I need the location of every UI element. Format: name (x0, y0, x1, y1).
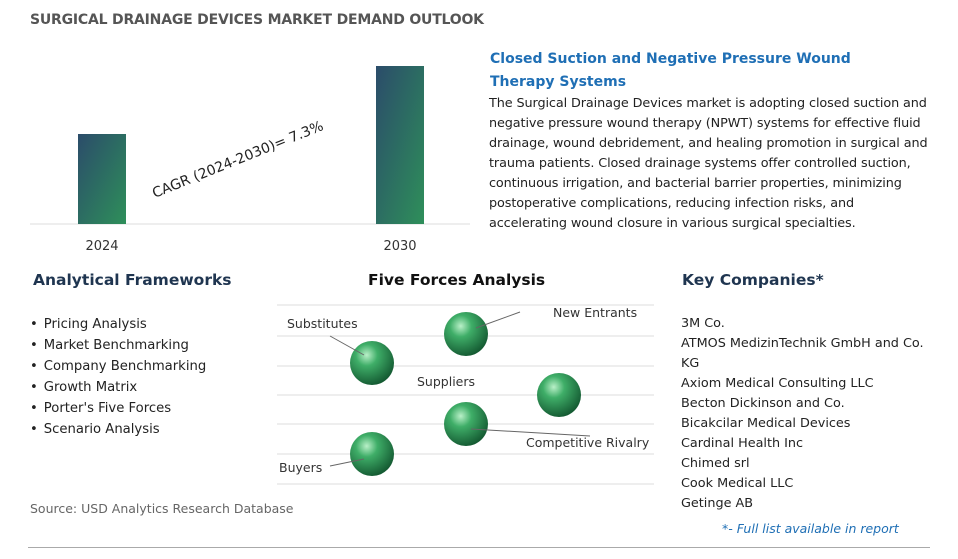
force-sphere (444, 402, 488, 446)
company-item: ATMOS MedizinTechnik GmbH and Co. KG (681, 336, 924, 371)
x-tick-label: 2024 (85, 239, 118, 254)
bar (376, 66, 424, 224)
frameworks-title: Analytical Frameworks (33, 271, 232, 289)
frameworks-list: Pricing AnalysisMarket BenchmarkingCompa… (30, 314, 206, 440)
company-item: Cook Medical LLC (681, 476, 794, 491)
framework-item: Company Benchmarking (30, 356, 206, 377)
cagr-annotation: CAGR (2024-2030)= 7.3% (150, 118, 326, 201)
framework-item: Growth Matrix (30, 377, 206, 398)
company-item: Becton Dickinson and Co. (681, 396, 845, 411)
force-sphere (350, 432, 394, 476)
company-item: Chimed srl (681, 456, 750, 471)
leader-line (470, 428, 591, 437)
bottom-rule (28, 547, 930, 548)
bar (78, 134, 126, 224)
highlight-title: Closed Suction and Negative Pressure Wou… (490, 51, 851, 90)
companies-list: 3M Co. ATMOS MedizinTechnik GmbH and Co. … (681, 314, 931, 514)
x-tick-label: 2030 (383, 239, 416, 254)
leader-line (329, 458, 365, 467)
force-sphere (537, 373, 581, 417)
company-item: Bicakcilar Medical Devices (681, 416, 851, 431)
framework-item: Pricing Analysis (30, 314, 206, 335)
highlight-text: The Surgical Drainage Devices market is … (489, 96, 928, 231)
framework-item: Market Benchmarking (30, 335, 206, 356)
company-item: Getinge AB (681, 496, 754, 511)
force-label: Suppliers (417, 374, 475, 389)
force-sphere (444, 312, 488, 356)
five-forces-title: Five Forces Analysis (368, 271, 546, 289)
force-sphere (350, 341, 394, 385)
source: Source: USD Analytics Research Database (30, 501, 294, 516)
company-item: Cardinal Health Inc (681, 436, 804, 451)
leader-line (329, 335, 365, 356)
page-title: SURGICAL DRAINAGE DEVICES MARKET DEMAND … (30, 12, 484, 28)
force-label: Substitutes (287, 316, 358, 331)
company-item: Axiom Medical Consulting LLC (681, 376, 874, 391)
framework-item: Porter's Five Forces (30, 398, 206, 419)
companies-note: *- Full list available in report (722, 521, 899, 536)
force-label: New Entrants (553, 305, 637, 320)
force-label: Buyers (279, 460, 322, 475)
companies-title: Key Companies* (682, 271, 824, 289)
leader-line (475, 311, 521, 329)
framework-item: Scenario Analysis (30, 419, 206, 440)
company-item: 3M Co. (681, 316, 725, 331)
force-label: Competitive Rivalry (526, 435, 650, 450)
